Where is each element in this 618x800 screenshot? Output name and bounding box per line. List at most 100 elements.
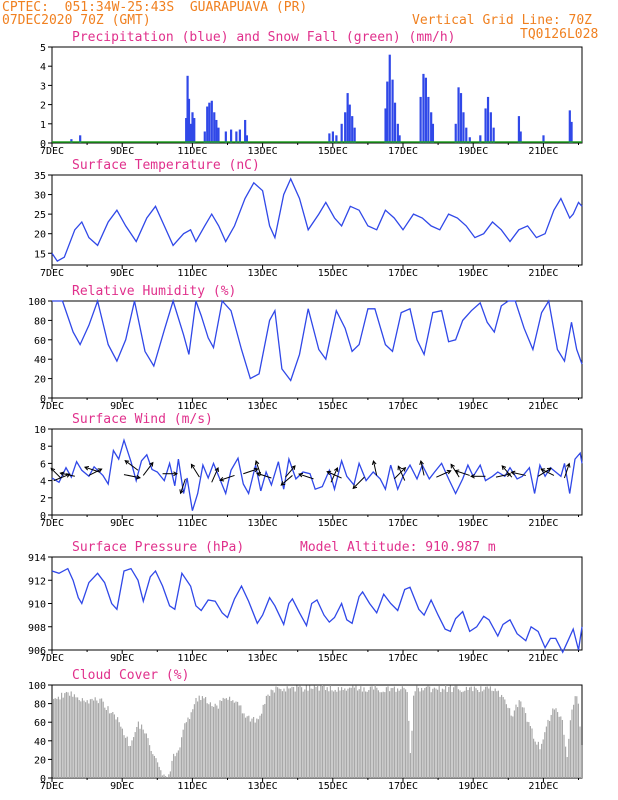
- cloud-bar: [534, 741, 536, 778]
- cloud-bar: [445, 685, 447, 778]
- pressure-line: [51, 567, 583, 654]
- precip-ytick-label: 1: [40, 120, 46, 131]
- precip-bar: [203, 131, 206, 143]
- cloud-bar: [297, 686, 299, 778]
- cloud-bar: [73, 694, 75, 778]
- cloud-ytick-label: 60: [34, 718, 46, 729]
- cloud-bar: [429, 686, 431, 778]
- cloud-bar: [409, 753, 411, 778]
- precip-bar: [570, 121, 573, 143]
- cloud-bar: [440, 692, 442, 778]
- wind-arrow-head: [135, 474, 141, 480]
- cloud-bar: [414, 691, 416, 778]
- pressure-xtick-label: 7DEC: [40, 653, 64, 664]
- cloud-bar: [307, 690, 309, 778]
- wind-arrow: [436, 470, 451, 478]
- precip-bar: [208, 102, 211, 143]
- cloud-bar: [341, 687, 343, 778]
- cloud-bar: [376, 687, 378, 778]
- cloud-bar: [523, 707, 525, 778]
- cloud-bar: [278, 688, 280, 778]
- precip-bar: [346, 93, 349, 143]
- cloud-bar: [118, 722, 120, 778]
- cloud-bar: [150, 750, 152, 778]
- precip-bar: [340, 123, 343, 143]
- rh-xtick-label: 9DEC: [110, 401, 134, 412]
- cloud-bar: [569, 720, 571, 778]
- cloud-bar: [125, 737, 127, 778]
- cloud-bar: [310, 688, 312, 778]
- cloud-bar: [408, 720, 410, 778]
- precip-bar: [419, 96, 422, 143]
- wind-xtick-label: 11DEC: [177, 518, 207, 529]
- cloud-bar: [232, 700, 234, 778]
- cloud-bar: [203, 698, 205, 778]
- precip-bar: [422, 73, 425, 143]
- cloud-bar: [169, 771, 171, 778]
- cloud-bar: [553, 709, 555, 778]
- cloud-bar: [256, 718, 258, 778]
- precip-bar: [393, 102, 397, 143]
- cloud-bar: [128, 746, 130, 778]
- wind-arrow: [495, 473, 511, 478]
- cloud-bar: [504, 699, 506, 778]
- cloud-bar: [312, 688, 314, 778]
- wind-arrow-head: [326, 470, 332, 476]
- cloud-bar: [438, 686, 440, 778]
- precip-bar: [462, 112, 465, 143]
- cloud-bar: [499, 696, 501, 778]
- cloud-bar: [61, 692, 63, 778]
- wind-xtick-label: 21DEC: [528, 518, 558, 529]
- model-code: TQ0126L028: [520, 27, 599, 42]
- wind-arrow: [501, 465, 513, 478]
- rh-xtick-label: 17DEC: [388, 401, 418, 412]
- cloud-bar: [317, 686, 319, 778]
- cloud-bar: [192, 709, 194, 778]
- precip-bar: [388, 54, 391, 143]
- precip-panel: 0 1 2 3 4 5 7DEC 9DEC 11DEC 13DEC 15DEC 17DEC 19DEC 2…: [40, 30, 583, 157]
- cloud-bar: [446, 691, 448, 778]
- precip-ytick-label: 0: [40, 139, 46, 150]
- wind-arrow: [88, 468, 102, 476]
- cloud-bar: [273, 692, 275, 778]
- wind-arrow: [285, 465, 296, 478]
- precip-bar: [245, 135, 249, 143]
- cloud-bar: [269, 695, 271, 778]
- cloud-bar: [62, 697, 64, 778]
- cloud-bar: [385, 687, 387, 778]
- cloud-bar: [473, 686, 475, 778]
- temp-xtick-label: 17DEC: [388, 268, 418, 279]
- cloud-bar: [389, 691, 391, 778]
- precip-bar: [427, 96, 430, 143]
- cloud-bar: [107, 706, 109, 778]
- wind-arrow-head: [510, 470, 516, 476]
- cloud-bar: [456, 685, 458, 778]
- pressure-xtick-label: 13DEC: [248, 653, 278, 664]
- precip-bar: [230, 129, 233, 143]
- cloud-bar: [430, 692, 432, 778]
- cloud-bar: [208, 704, 210, 778]
- cloud-bar: [558, 716, 560, 778]
- cloud-bar: [373, 689, 375, 778]
- cloud-bar: [331, 690, 333, 778]
- cloud-bar: [235, 701, 237, 778]
- precip-xtick-label: 17DEC: [388, 146, 418, 157]
- cloud-bar: [285, 691, 287, 778]
- wind-ytick-label: 2: [40, 494, 46, 505]
- cloud-bar: [406, 692, 408, 778]
- cloud-bar: [309, 685, 311, 778]
- precip-bar: [348, 104, 351, 143]
- wind-panel: 0 2 4 6 8 10 7DEC 9DEC 11DEC 13DEC 15DEC 17DEC 19DEC…: [34, 412, 583, 529]
- cloud-bar: [568, 738, 570, 778]
- precip-xtick-label: 9DEC: [110, 146, 134, 157]
- precip-bar: [396, 123, 399, 143]
- cloud-bar: [149, 745, 151, 778]
- wind-arrow-head: [124, 460, 130, 465]
- cloud-bar: [216, 705, 218, 778]
- cloud-bar: [371, 686, 373, 778]
- cloud-bar: [576, 696, 578, 778]
- cloud-bar: [424, 688, 426, 778]
- wind-xtick-label: 17DEC: [388, 518, 418, 529]
- cloud-bar: [248, 715, 250, 778]
- wind-arrow: [420, 460, 425, 476]
